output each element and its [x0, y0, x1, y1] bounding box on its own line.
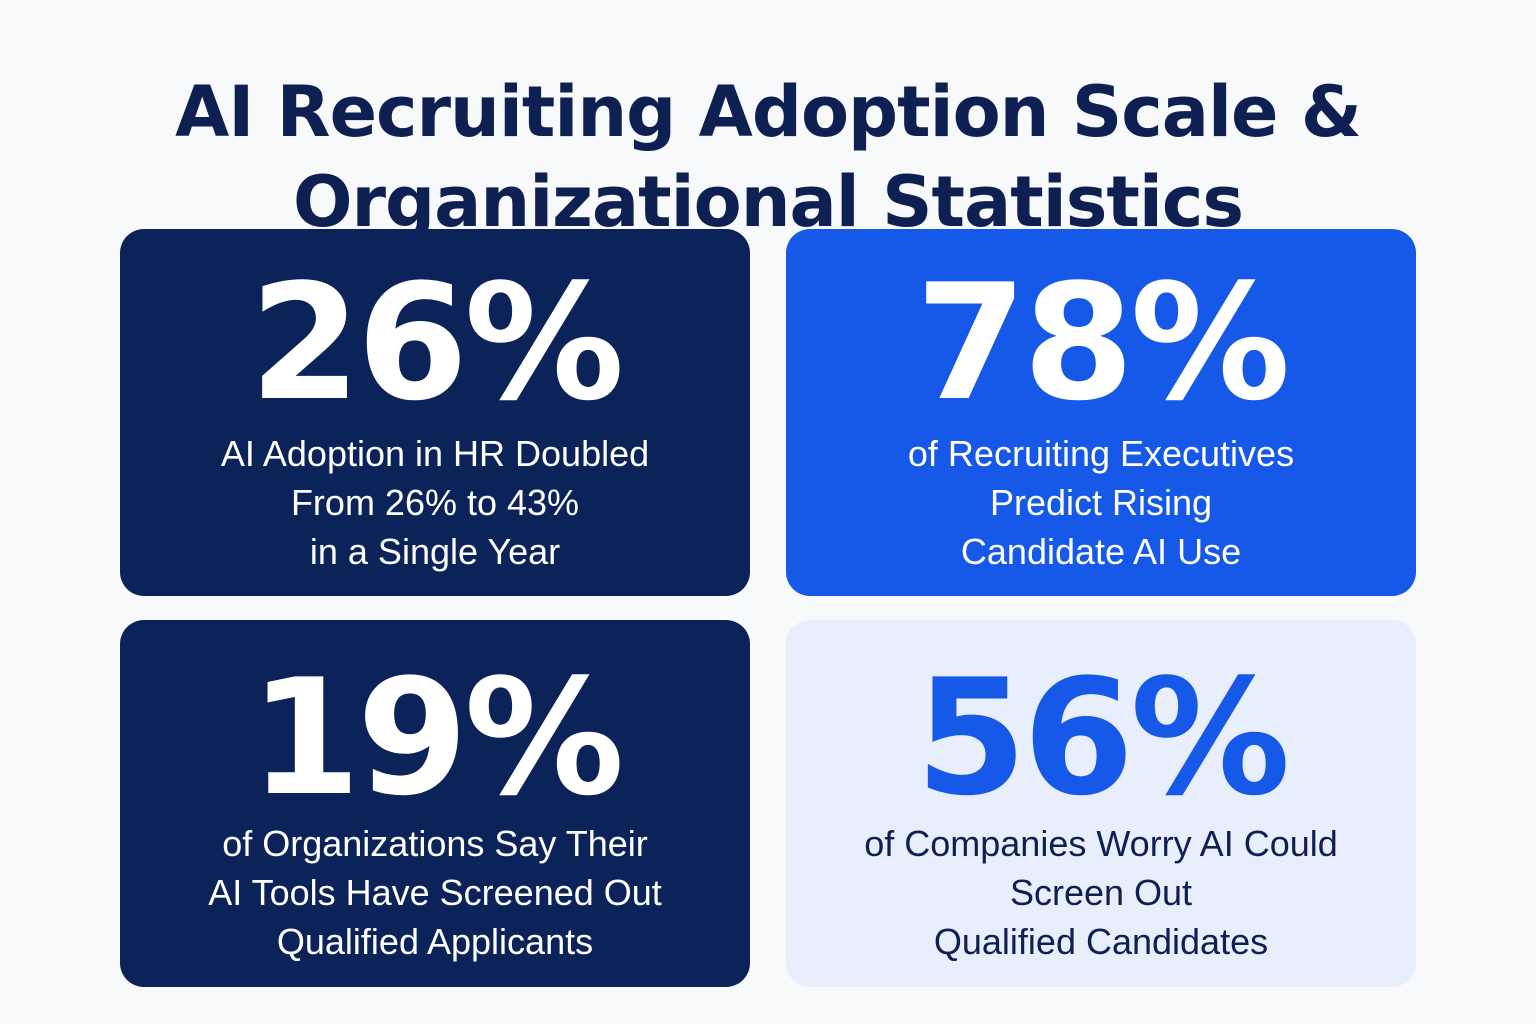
stat-value: 26% [249, 249, 625, 436]
stat-description-line: Qualified Candidates [933, 921, 1269, 962]
stat-description-line: of Companies Worry AI Could [864, 823, 1338, 864]
stat-description: of Recruiting Executives Predict Rising … [786, 429, 1416, 576]
stat-description-line: Qualified Applicants [276, 921, 594, 962]
stat-description-line: of Recruiting Executives [907, 433, 1295, 474]
stat-description-line: of Organizations Say Their [222, 823, 648, 864]
stat-description-line: Screen Out [1009, 872, 1193, 913]
stat-description: AI Adoption in HR Doubled From 26% to 43… [120, 429, 750, 576]
stat-card-hr-adoption: 26% AI Adoption in HR Doubled From 26% t… [120, 229, 750, 596]
stat-description-line: Candidate AI Use [960, 531, 1242, 572]
stat-card-recruiting-executives: 78% of Recruiting Executives Predict Ris… [786, 229, 1416, 596]
page-title-line-1: AI Recruiting Adoption Scale & [175, 70, 1362, 153]
stat-description-line: From 26% to 43% [290, 482, 580, 523]
stat-card-companies-worry: 56% of Companies Worry AI Could Screen O… [786, 620, 1416, 987]
stat-description: of Companies Worry AI Could Screen Out Q… [786, 819, 1416, 966]
page-title: AI Recruiting Adoption Scale & Organizat… [0, 67, 1536, 247]
stat-description-line: in a Single Year [309, 531, 561, 572]
stat-description-line: AI Tools Have Screened Out [208, 872, 662, 913]
stat-value: 19% [249, 644, 625, 831]
stat-description-line: AI Adoption in HR Doubled [220, 433, 650, 474]
stat-value: 78% [915, 249, 1291, 436]
stat-description-line: Predict Rising [989, 482, 1213, 523]
stat-value: 56% [915, 644, 1291, 831]
stat-description: of Organizations Say Their AI Tools Have… [120, 819, 750, 966]
stat-card-screened-out-applicants: 19% of Organizations Say Their AI Tools … [120, 620, 750, 987]
